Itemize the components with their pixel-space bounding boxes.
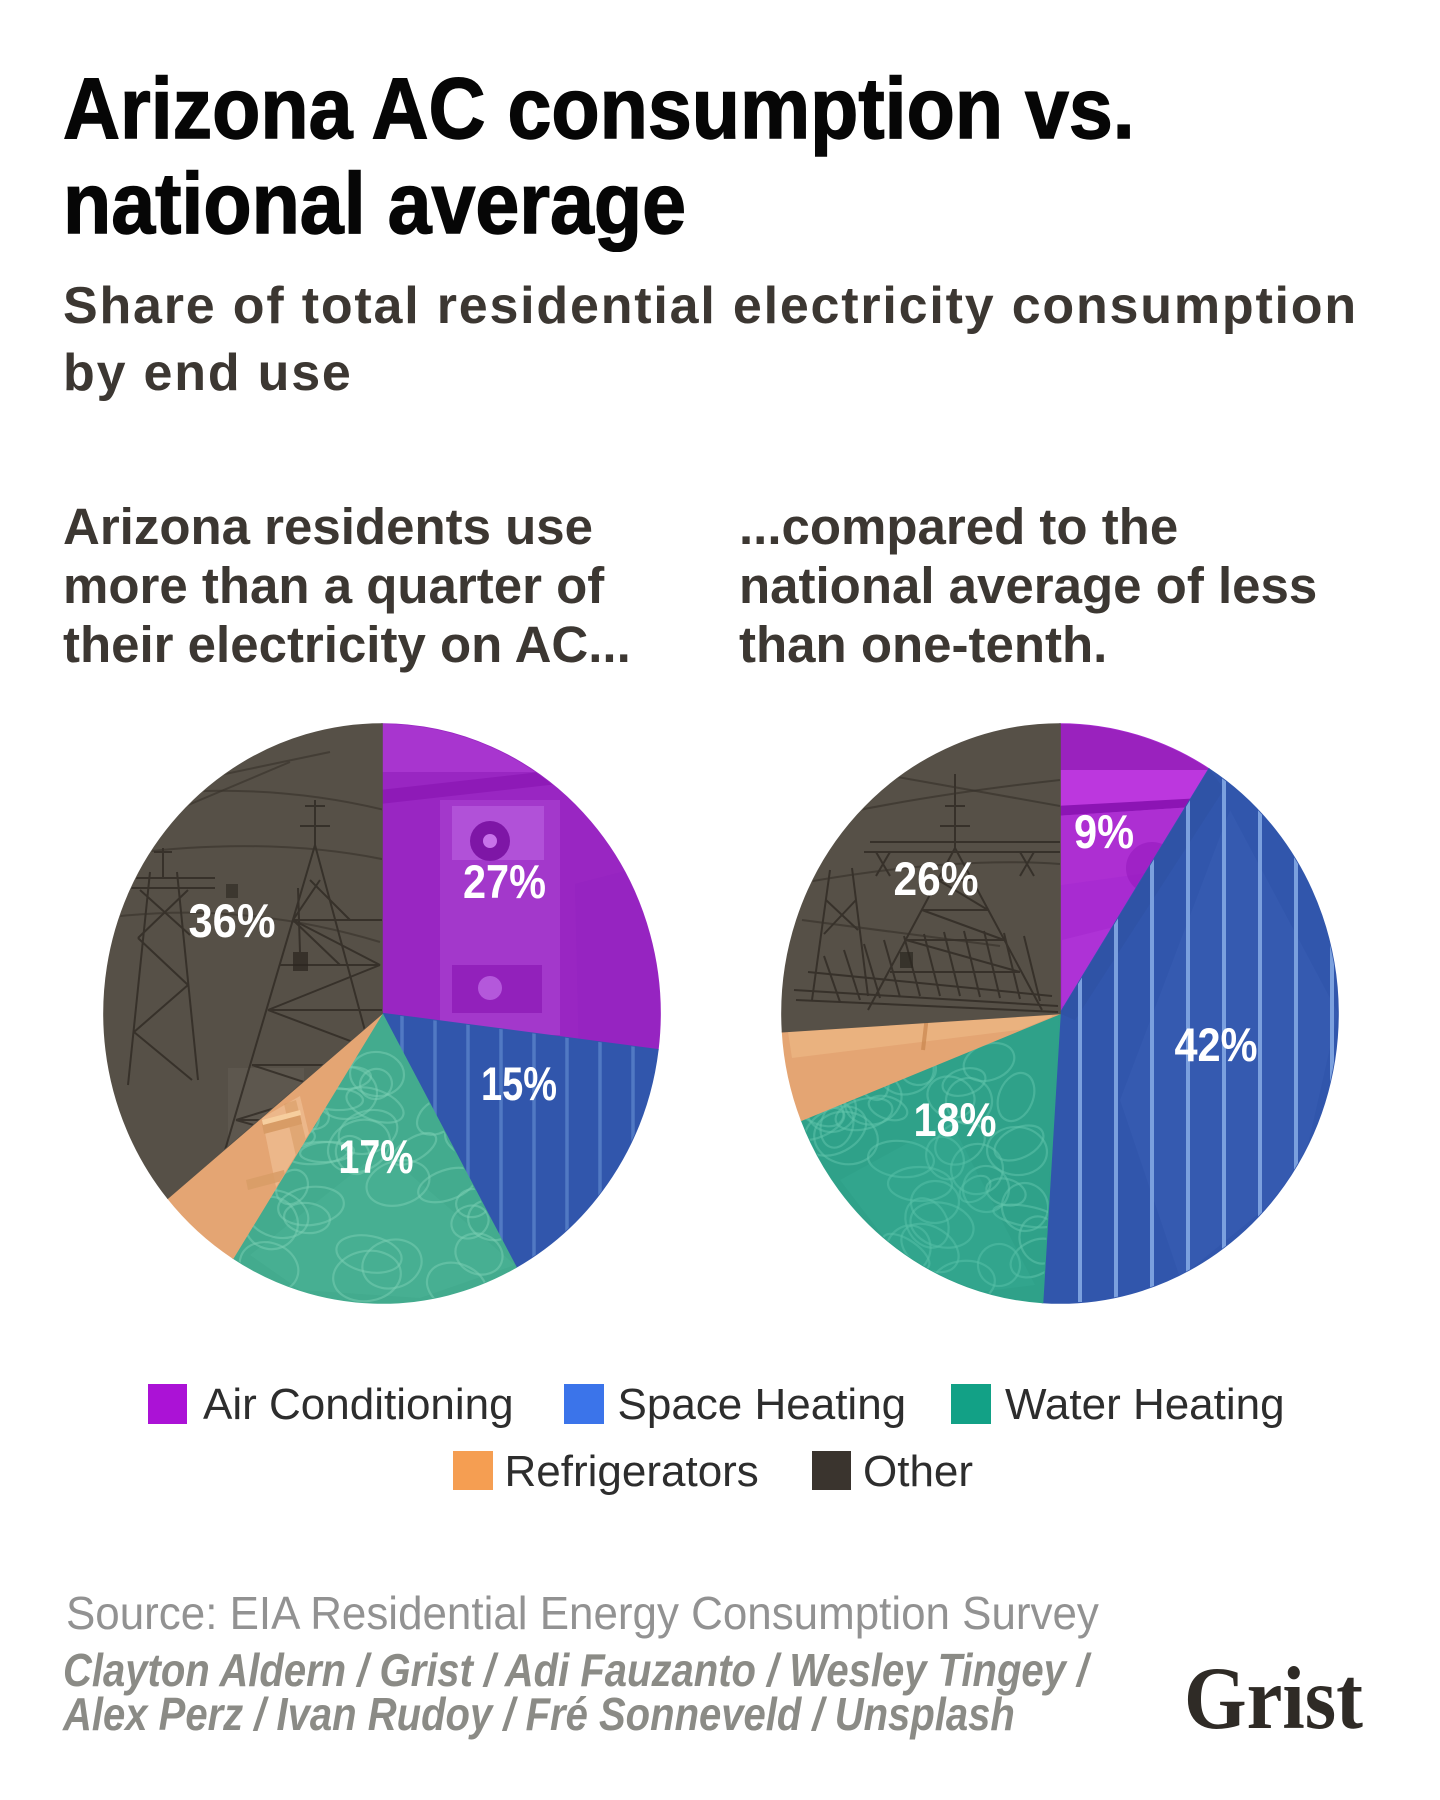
svg-text:42%: 42% bbox=[1175, 1018, 1258, 1071]
svg-text:36%: 36% bbox=[189, 894, 276, 947]
svg-text:18%: 18% bbox=[914, 1093, 997, 1146]
svg-text:17%: 17% bbox=[339, 1130, 414, 1183]
svg-text:9%: 9% bbox=[1074, 805, 1134, 858]
svg-text:27%: 27% bbox=[463, 855, 546, 908]
svg-text:26%: 26% bbox=[894, 852, 979, 905]
svg-text:15%: 15% bbox=[481, 1057, 557, 1110]
